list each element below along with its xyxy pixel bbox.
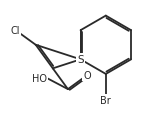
Text: HO: HO xyxy=(32,73,47,83)
Text: Cl: Cl xyxy=(11,26,20,36)
Text: Br: Br xyxy=(100,95,111,105)
Text: S: S xyxy=(77,55,84,65)
Text: O: O xyxy=(83,70,91,80)
